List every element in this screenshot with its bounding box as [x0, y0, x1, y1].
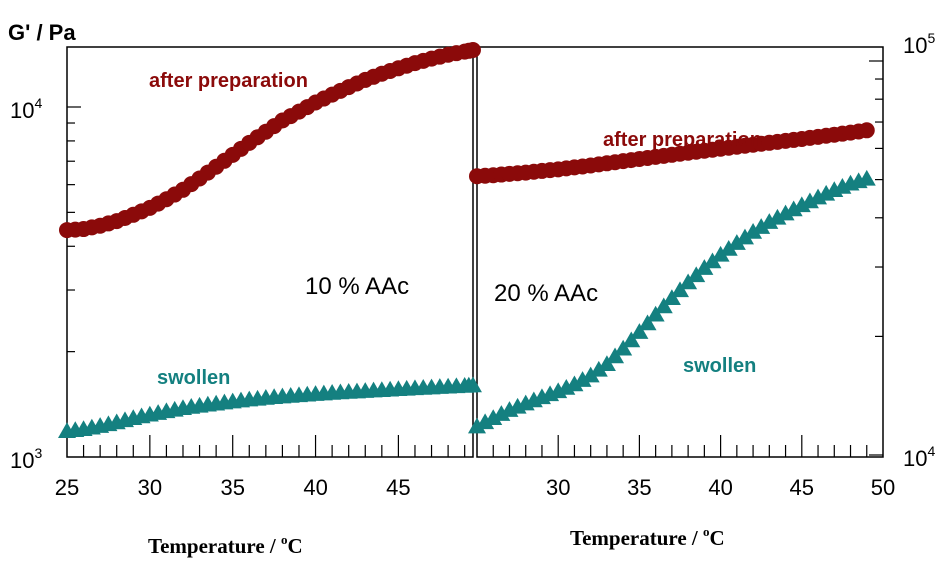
left-x-axis-title: Temperature / oC [148, 532, 303, 558]
left-ytick-label-1e3: 103 [10, 445, 42, 473]
right-series-label-swollen: swollen [683, 355, 756, 377]
data-point [463, 376, 482, 393]
data-point [573, 371, 592, 387]
data-point [630, 323, 649, 339]
right-xtick-label: 40 [708, 475, 732, 500]
right-ytick-label-1e5: 105 [903, 30, 935, 58]
right-xtick-label: 35 [627, 475, 651, 500]
data-point [646, 305, 665, 322]
data-point [589, 360, 608, 377]
data-point [614, 339, 633, 356]
data-point [476, 413, 495, 430]
data-point [727, 234, 746, 250]
right-panel-ticks [492, 60, 883, 457]
series-swollen [58, 376, 482, 438]
data-point [752, 218, 771, 234]
data-point [622, 331, 641, 348]
left-series-label-after-preparation: after preparation [149, 70, 308, 92]
data-point [776, 204, 795, 221]
right-xtick-label: 30 [546, 475, 570, 500]
right-xtick-label: 45 [790, 475, 814, 500]
left-xtick-label: 40 [303, 475, 327, 500]
data-point [735, 228, 754, 245]
left-series-label-swollen: swollen [157, 367, 230, 389]
data-point [492, 405, 511, 421]
left-xtick-label: 35 [220, 475, 244, 500]
left-xtick-label: 25 [55, 475, 79, 500]
data-point [744, 223, 763, 239]
right-panel-label: 20 % AAc [494, 280, 598, 307]
data-point [711, 245, 730, 262]
data-point [768, 208, 787, 225]
data-point [654, 297, 673, 314]
y-axis-title: G' / Pa [8, 20, 76, 45]
right-x-axis-title: Temperature / oC [570, 524, 725, 550]
left-xtick-label: 30 [138, 475, 162, 500]
right-series-label-after-preparation: after preparation [603, 129, 762, 151]
right-panel-frame [476, 46, 884, 458]
data-point [565, 375, 584, 392]
right-ytick-label-1e4: 104 [903, 443, 935, 471]
left-xtick-label: 45 [386, 475, 410, 500]
data-point [719, 240, 738, 256]
left-panel-frame [66, 46, 474, 458]
left-panel-label: 10 % AAc [305, 273, 409, 300]
series-after-preparation [469, 122, 875, 185]
left-ytick-label-1e4: 104 [10, 95, 42, 123]
series-after-preparation [59, 41, 481, 239]
data-point [468, 417, 486, 434]
data-point [760, 213, 779, 229]
data-point [638, 314, 657, 331]
data-point [857, 169, 876, 186]
data-point [581, 366, 600, 383]
data-point [464, 41, 481, 58]
data-point [784, 200, 803, 217]
left-panel-ticks [67, 106, 466, 457]
right-xtick-label: 50 [871, 475, 895, 500]
data-point [858, 122, 875, 139]
series-swollen [468, 169, 876, 434]
right-panel-series [468, 122, 876, 434]
data-point [484, 409, 503, 425]
left-panel-series [58, 41, 482, 438]
